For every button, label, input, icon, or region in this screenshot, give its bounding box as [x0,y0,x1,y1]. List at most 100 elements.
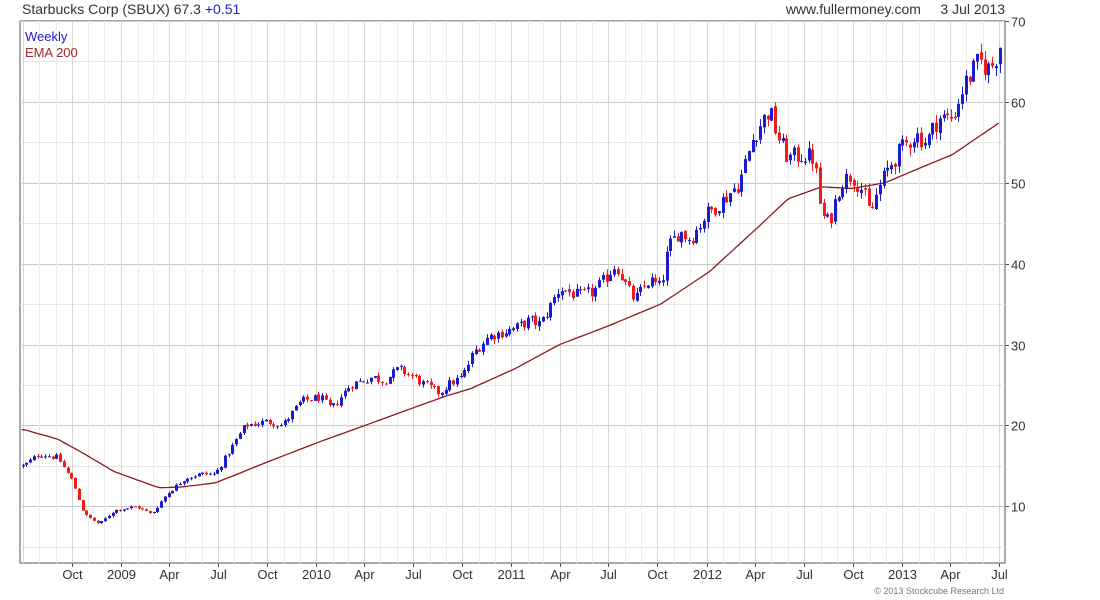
candle-body [875,194,878,209]
candle-body [243,425,246,433]
candle-body [359,380,362,382]
candle-body [999,47,1002,65]
candle-body [171,490,174,494]
candle-body [651,277,654,287]
legend-ema-200: EMA 200 [25,45,78,60]
candle-body [703,220,706,229]
candle-body [658,280,661,283]
candle-body [797,147,800,162]
candle-body [325,395,328,400]
candle-body [314,395,317,401]
candle-body [579,289,582,291]
candle-body [965,75,968,95]
candle-body [272,424,275,427]
y-tick-label: 30 [1011,339,1025,354]
candle-body [905,140,908,143]
candle-body [969,76,972,82]
candle-body [235,439,238,445]
candle-body [377,375,380,382]
candle-body [606,274,609,282]
candle-body [594,288,597,297]
candle-body [632,285,635,300]
candle-body [448,380,451,391]
candle-body [860,190,863,193]
candle-body [269,420,272,424]
candle-body [928,134,931,146]
candle-body [935,122,938,132]
candle-body [542,317,545,322]
candle-body [183,481,186,484]
candle-body [841,188,844,198]
candle-body [486,337,489,345]
candle-body [684,230,687,240]
candle-body [789,154,792,161]
candle-body [755,140,758,142]
candle-body [924,143,927,146]
chart-title: Starbucks Corp (SBUX) 67.3 +0.51 [22,0,240,18]
candle-body [70,473,73,479]
candle-body [950,117,953,119]
candle-body [729,193,732,203]
candle-body [186,478,189,482]
candle-body [160,501,163,508]
candle-body [609,274,612,281]
candle-body [302,396,305,402]
x-tick-label: Apr [550,567,571,582]
chart-date: 3 Jul 2013 [940,1,1005,17]
candle-body [931,122,934,135]
candle-body [100,521,103,524]
candle-body [141,508,144,510]
candle-body [321,395,324,401]
candle-body [778,132,781,141]
candle-body [63,461,66,468]
candle-body [662,280,665,283]
candle-body [722,197,725,213]
y-tick-label: 10 [1011,500,1025,515]
candle-body [557,294,560,298]
candle-body [695,229,698,243]
candle-body [291,410,294,420]
candle-body [744,159,747,173]
candle-body [808,148,811,161]
candle-body [811,149,814,164]
candle-body [471,353,474,364]
candle-body [276,426,279,428]
candle-body [692,240,695,244]
candle-body [456,377,459,385]
candle-body [123,509,126,511]
candle-body [37,455,40,457]
candle-body [617,269,620,275]
y-tick-label: 40 [1011,258,1025,273]
x-tick-label: Oct [647,567,668,582]
candle-body [497,332,500,339]
candle-body [78,489,81,501]
candle-body [598,280,601,288]
candle-body [138,506,141,509]
candle-body [763,114,766,128]
candle-body [553,297,556,304]
candle-body [299,401,302,405]
candle-body [250,424,253,426]
candle-body [445,389,448,394]
candle-body [995,66,998,69]
y-tick-label: 70 [1011,15,1025,30]
candle-body [564,290,567,292]
candle-body [460,375,463,377]
candle-body [591,287,594,297]
candle-body [946,113,949,115]
candle-body [849,175,852,182]
candle-body [403,366,406,374]
candle-body [613,269,616,275]
candle-body [538,320,541,327]
candle-body [826,214,829,217]
candle-body [939,118,942,133]
candle-body [82,500,85,511]
candle-body [767,115,770,120]
candle-body [228,454,231,456]
candle-body [190,477,193,479]
candle-body [909,144,912,148]
candle-body [980,52,983,60]
candle-body [883,170,886,186]
candle-body [130,506,133,509]
candle-body [714,207,717,215]
